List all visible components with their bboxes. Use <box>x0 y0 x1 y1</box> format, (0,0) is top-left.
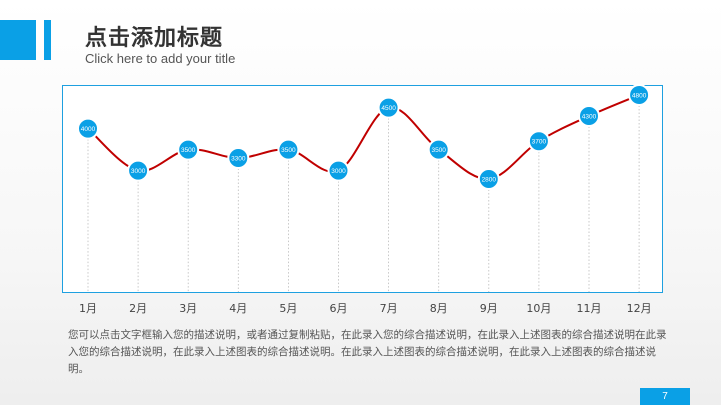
chart-plot-area <box>62 85 663 293</box>
line-chart: 4000 3000 3500 3300 3500 3000 4500 3500 2800 3700… <box>77 84 652 315</box>
data-point-12[interactable] <box>628 84 651 106</box>
data-label-8: 3500 <box>431 147 446 154</box>
data-point-7[interactable] <box>377 96 400 119</box>
data-point-1[interactable] <box>77 117 99 140</box>
points-group: 4000 3000 3500 3300 3500 3000 4500 3500 2800 3700… <box>77 84 651 190</box>
data-point-2[interactable] <box>127 159 150 182</box>
x-tick-label-2: 2月 <box>129 302 147 315</box>
x-tick-label-1: 1月 <box>79 302 97 315</box>
data-label-12: 4800 <box>632 93 647 100</box>
droplines-group <box>87 95 640 292</box>
x-axis-labels-group: 1月 2月 3月 4月 5月 6月 7月 8月 9月 10月 11月 12月 <box>79 302 652 315</box>
x-tick-label-12: 12月 <box>627 302 652 315</box>
data-label-11: 4300 <box>582 114 597 121</box>
x-tick-label-5: 5月 <box>279 302 297 315</box>
data-point-10[interactable] <box>527 130 550 153</box>
x-tick-label-4: 4月 <box>229 302 247 315</box>
data-point-4[interactable] <box>227 147 250 169</box>
description-text[interactable]: 您可以点击文字框输入您的描述说明，或者通过复制粘贴，在此录入您的综合描述说明，在… <box>68 329 667 375</box>
data-point-6[interactable] <box>327 159 350 182</box>
series-line <box>87 94 640 181</box>
data-point-11[interactable] <box>578 105 600 127</box>
data-point-8[interactable] <box>427 138 450 161</box>
x-tick-label-7: 7月 <box>380 302 398 315</box>
x-tick-label-9: 9月 <box>480 302 498 315</box>
data-label-1: 4000 <box>81 126 96 133</box>
data-label-9: 2800 <box>482 177 497 184</box>
x-tick-label-3: 3月 <box>179 302 197 315</box>
data-label-6: 3000 <box>331 168 346 175</box>
data-point-9[interactable] <box>477 168 500 190</box>
x-tick-label-8: 8月 <box>430 302 448 315</box>
data-label-4: 3300 <box>231 156 246 163</box>
accent-block <box>0 20 36 60</box>
data-label-10: 3700 <box>532 139 547 146</box>
data-label-5: 3500 <box>281 147 296 154</box>
page-subtitle[interactable]: Click here to add your title <box>85 51 236 66</box>
x-tick-label-6: 6月 <box>330 302 348 315</box>
accent-stripe <box>44 20 51 60</box>
page-number: 7 <box>640 388 690 405</box>
data-label-3: 3500 <box>181 147 196 154</box>
data-point-5[interactable] <box>277 138 300 161</box>
page-title[interactable]: 点击添加标题 <box>85 26 224 51</box>
data-label-2: 3000 <box>131 168 146 175</box>
x-tick-label-11: 11月 <box>577 302 602 315</box>
data-point-3[interactable] <box>177 138 200 161</box>
x-tick-label-10: 10月 <box>526 302 551 315</box>
data-label-7: 4500 <box>381 105 396 112</box>
